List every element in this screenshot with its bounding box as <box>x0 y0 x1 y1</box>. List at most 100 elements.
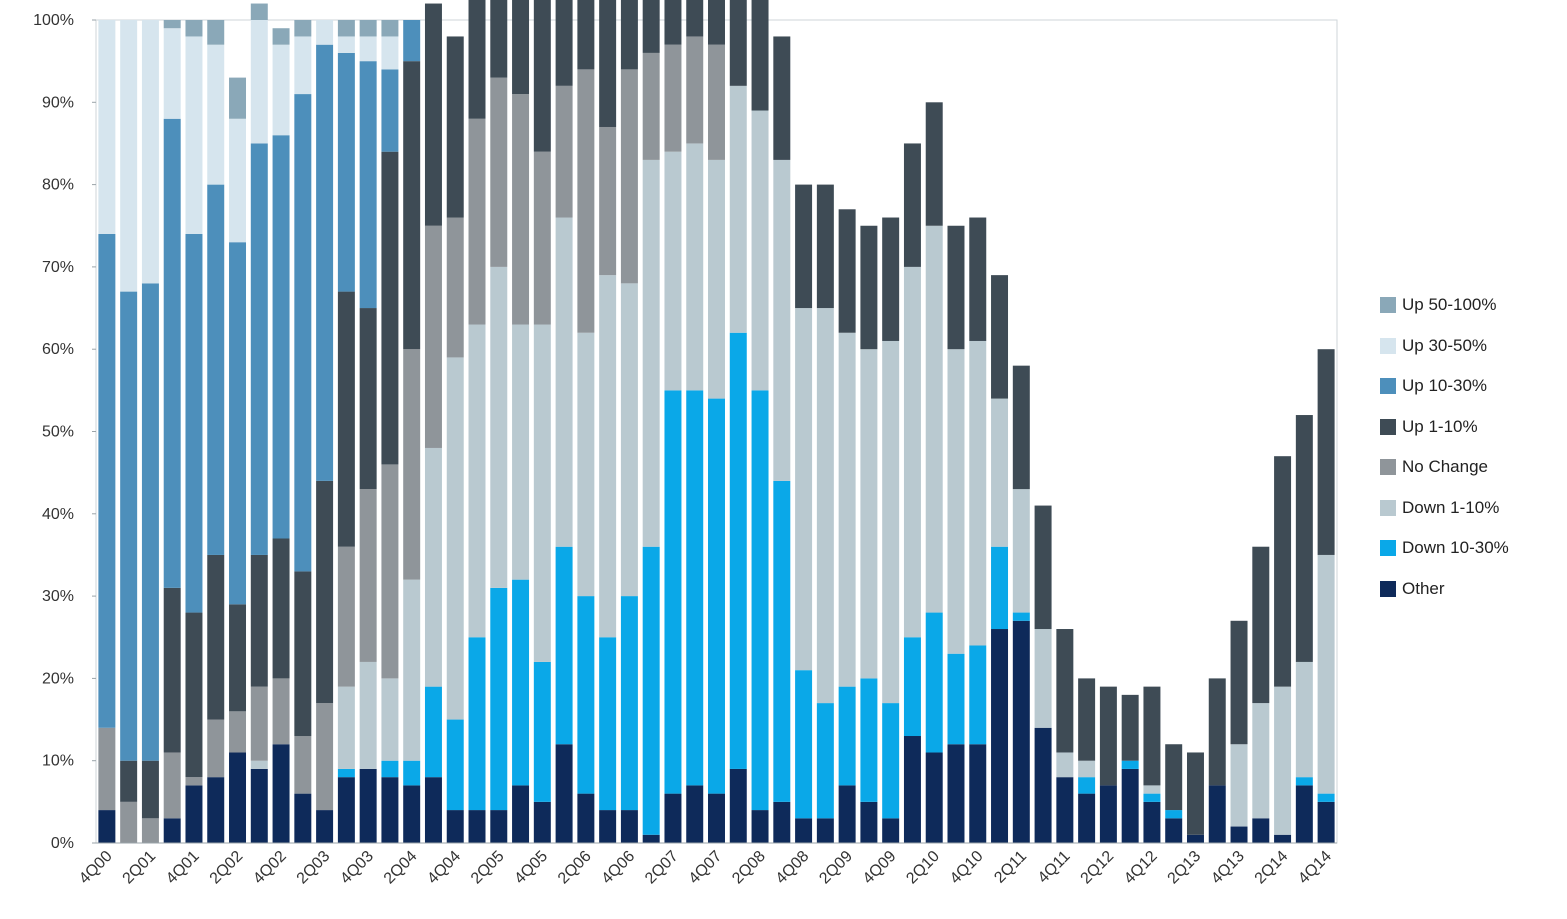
bar-segment <box>359 489 377 662</box>
bar-segment <box>969 744 987 843</box>
x-tick-label: 2Q08 <box>729 848 769 888</box>
legend-item: Down 10-30% <box>1380 528 1509 569</box>
bar-segment <box>1208 678 1226 786</box>
bar-segment <box>925 752 943 843</box>
legend-item: Up 10-30% <box>1380 366 1509 407</box>
bar-segment <box>751 390 769 811</box>
bar-segment <box>816 818 834 843</box>
bar-segment <box>947 225 965 350</box>
bar-segment <box>359 768 377 843</box>
bar-segment <box>577 332 595 597</box>
bar-segment <box>250 20 268 144</box>
legend-label: Down 10-30% <box>1402 538 1509 558</box>
bar-segment <box>490 77 508 267</box>
bar-segment <box>1295 785 1313 843</box>
bar-segment <box>337 768 355 778</box>
x-tick-label: 4Q00 <box>76 848 116 888</box>
legend-swatch <box>1380 499 1396 516</box>
bar-segment <box>1078 777 1096 794</box>
bar-segment <box>533 324 551 662</box>
bar-segment <box>250 554 268 687</box>
legend-swatch <box>1380 418 1396 435</box>
bar-segment <box>316 44 334 481</box>
bar-segment <box>773 159 791 481</box>
legend-label: Up 10-30% <box>1402 376 1488 396</box>
bar-segment <box>1230 620 1248 745</box>
y-tick-label: 80% <box>42 177 74 194</box>
bar-segment <box>207 554 225 720</box>
bar-segment <box>577 0 595 70</box>
bar-segment <box>1295 415 1313 662</box>
x-tick-label: 4Q12 <box>1121 848 1161 888</box>
bar-segment <box>272 538 290 679</box>
bar-segment <box>337 686 355 769</box>
x-tick-label: 2Q13 <box>1165 848 1205 888</box>
bar-segment <box>446 357 464 720</box>
bar-segment <box>903 736 921 843</box>
bar-segment <box>860 349 878 679</box>
bar-segment <box>403 760 421 786</box>
x-tick-label: 2Q09 <box>816 848 856 888</box>
legend-swatch <box>1380 459 1396 476</box>
bar-segment <box>468 324 486 638</box>
bar-segment <box>925 612 943 753</box>
bar-segment <box>642 546 660 835</box>
legend-label: Up 30-50% <box>1402 335 1488 355</box>
y-tick-label: 70% <box>42 259 74 276</box>
bar-segment <box>1252 818 1270 843</box>
bar-segment <box>141 283 159 761</box>
x-tick-label: 4Q09 <box>860 848 900 888</box>
bar-segment <box>337 52 355 292</box>
bar-segment <box>272 744 290 843</box>
bar-segment <box>446 810 464 843</box>
x-tick-label: 4Q02 <box>250 848 290 888</box>
bar-segment <box>1078 793 1096 843</box>
x-tick-label: 4Q08 <box>773 848 813 888</box>
bar-segment <box>163 818 181 843</box>
bar-segment <box>141 760 159 819</box>
bar-segment <box>882 217 900 341</box>
bar-segment <box>925 102 943 226</box>
x-tick-label: 4Q11 <box>1035 848 1074 887</box>
bar-segment <box>729 332 747 769</box>
bar-segment <box>120 20 138 292</box>
legend-swatch <box>1380 378 1396 395</box>
legend: Up 50-100% Up 30-50% Up 10-30% Up 1-10% No C… <box>1380 285 1509 609</box>
y-tick-label: 30% <box>42 588 74 605</box>
bar-segment <box>163 20 181 29</box>
x-tick-label: 2Q14 <box>1252 848 1292 888</box>
bar-segment <box>424 447 442 687</box>
bar-segment <box>969 217 987 341</box>
bar-segment <box>359 308 377 490</box>
bar-segment <box>468 637 486 811</box>
bar-segment <box>1317 554 1335 794</box>
bar-segment <box>185 785 203 843</box>
bar-segment <box>1208 785 1226 843</box>
bar-segment <box>686 36 704 144</box>
bar-segment <box>468 0 486 119</box>
bar-segment <box>120 760 138 802</box>
bar-segment <box>599 810 617 843</box>
bar-segment <box>381 151 399 465</box>
bar-segment <box>1143 801 1161 843</box>
bar-segment <box>882 818 900 843</box>
legend-item: Up 1-10% <box>1380 407 1509 448</box>
y-tick-label: 0% <box>51 835 74 852</box>
bar-segment <box>1143 785 1161 794</box>
bar-segment <box>490 587 508 811</box>
bar-segment <box>751 110 769 391</box>
x-tick-label: 2Q01 <box>120 848 160 888</box>
bar-segment <box>555 744 573 843</box>
bar-segment <box>795 670 813 819</box>
bar-segment <box>381 36 399 70</box>
bar-segment <box>229 711 247 753</box>
bar-segment <box>98 810 116 843</box>
bar-segment <box>229 77 247 119</box>
bar-segment <box>1078 760 1096 778</box>
bar-segment <box>838 785 856 843</box>
x-tick-label: 4Q01 <box>163 848 203 888</box>
bar-segment <box>751 0 769 111</box>
bar-segment <box>1099 785 1117 843</box>
bar-segment <box>250 3 268 20</box>
